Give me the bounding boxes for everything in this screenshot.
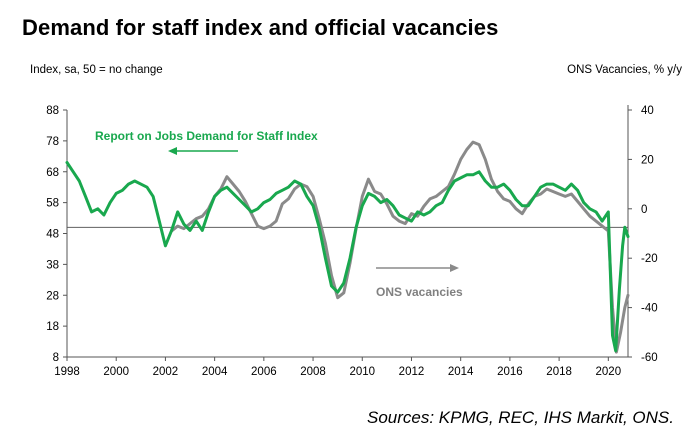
chart-plot: 88 78 68 58 48 38 28 18 8 40 20 0 -20 -40 -60 1998 2000 2… [46,105,658,378]
x-tick-label: 2020 [596,366,622,378]
demand-for-staff-index-line [65,161,630,353]
annotation-right-arrowhead [450,264,459,272]
annotation-left-arrowhead [168,147,177,155]
left-tick-label: 28 [46,290,59,302]
chart-title: Demand for staff index and official vaca… [22,15,499,40]
ons-vacancies-line [170,140,630,354]
left-tick-label: 58 [46,198,59,210]
x-tick-label: 2016 [497,366,523,378]
right-tick-label: 0 [641,204,647,216]
source-note: Sources: KPMG, REC, IHS Markit, ONS. [366,408,674,427]
annotation-demand-label: Report on Jobs Demand for Staff Index [95,129,318,143]
right-axis-unit-label: ONS Vacancies, % y/y [567,64,682,76]
left-axis-unit-label: Index, sa, 50 = no change [30,64,163,76]
x-tick-label: 2014 [448,366,474,378]
left-tick-label: 8 [53,352,59,364]
x-tick-label: 2018 [546,366,572,378]
left-tick-label: 68 [46,167,59,179]
left-tick-label: 88 [46,105,59,117]
left-tick-label: 38 [46,259,59,271]
right-tick-label: 20 [641,154,654,166]
left-tick-label: 78 [46,136,59,148]
x-tick-label: 2002 [153,366,179,378]
left-tick-label: 18 [46,321,59,333]
left-tick-label: 48 [46,229,59,241]
x-tick-label: 2010 [349,366,375,378]
right-tick-label: -60 [641,352,658,364]
x-tick-label: 2012 [399,366,425,378]
right-tick-label: -20 [641,253,658,265]
x-tick-label: 2000 [103,366,129,378]
annotation-ons-label: ONS vacancies [376,285,463,299]
x-tick-label: 2008 [300,366,326,378]
x-tick-label: 1998 [54,366,80,378]
right-tick-label: -40 [641,303,658,315]
right-tick-label: 40 [641,105,654,117]
x-tick-label: 2006 [251,366,277,378]
x-tick-label: 2004 [202,366,228,378]
